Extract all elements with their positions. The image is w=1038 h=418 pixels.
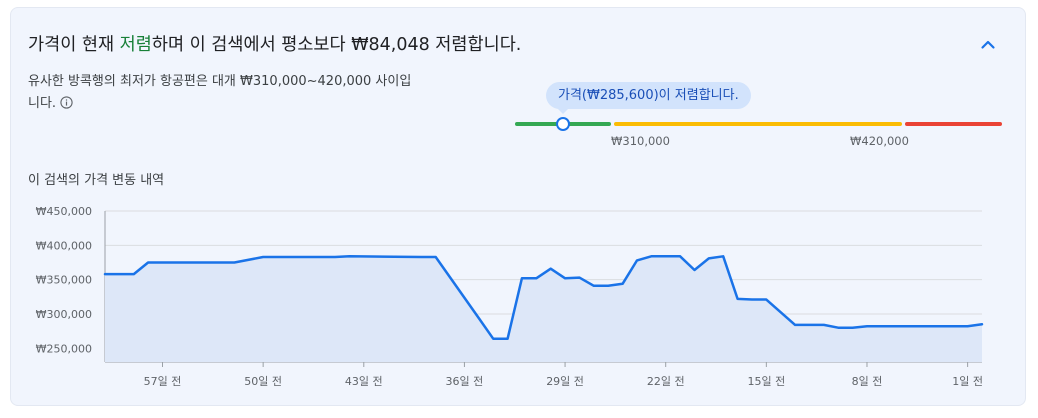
y-tick-label: ₩350,000 <box>36 274 92 287</box>
tooltip-pointer <box>557 108 569 114</box>
typical-price-description: 유사한 방콕행의 최저가 항공편은 대개 ₩310,000~420,000 사이… <box>28 71 423 115</box>
high-price-segment <box>905 122 1002 126</box>
x-tick-label: 29일 전 <box>546 374 584 388</box>
y-tick-label: ₩400,000 <box>36 239 92 252</box>
price-history-title: 이 검색의 가격 변동 내역 <box>28 173 165 188</box>
x-tick-label: 50일 전 <box>244 374 282 388</box>
high-bound-label: ₩420,000 <box>850 134 909 148</box>
y-tick-label: ₩300,000 <box>36 308 92 321</box>
price-line <box>103 255 984 340</box>
y-tick-label: ₩250,000 <box>36 342 92 355</box>
x-tick-label: 36일 전 <box>446 374 484 388</box>
x-tick-label: 1일 전 <box>952 374 983 388</box>
typical-price-segment <box>614 122 902 126</box>
price-headline: 가격이 현재 저렴하며 이 검색에서 평소보다 ₩84,048 저렴합니다. <box>28 31 521 56</box>
headline-suffix: 하며 이 검색에서 평소보다 ₩84,048 저렴합니다. <box>151 35 522 55</box>
headline-prefix: 가격이 현재 <box>28 35 120 55</box>
y-tick-label: ₩450,000 <box>36 205 92 218</box>
x-tick-label: 43일 전 <box>345 374 383 388</box>
headline-low-word: 저렴 <box>119 35 152 55</box>
x-tick-label: 8일 전 <box>852 374 883 388</box>
collapse-button[interactable] <box>978 35 998 55</box>
info-icon[interactable] <box>60 95 73 109</box>
x-tick-label: 15일 전 <box>747 374 785 388</box>
low-bound-label: ₩310,000 <box>611 134 670 148</box>
current-price-marker <box>556 117 570 131</box>
description-text: 유사한 방콕행의 최저가 항공편은 대개 ₩310,000~420,000 사이… <box>28 74 412 111</box>
x-tick-label: 22일 전 <box>647 374 685 388</box>
current-price-tooltip: 가격(₩285,600)이 저렴합니다. <box>546 82 751 109</box>
chevron-up-icon <box>981 40 995 49</box>
price-area-fill <box>105 256 982 362</box>
x-tick-label: 57일 전 <box>144 374 182 388</box>
